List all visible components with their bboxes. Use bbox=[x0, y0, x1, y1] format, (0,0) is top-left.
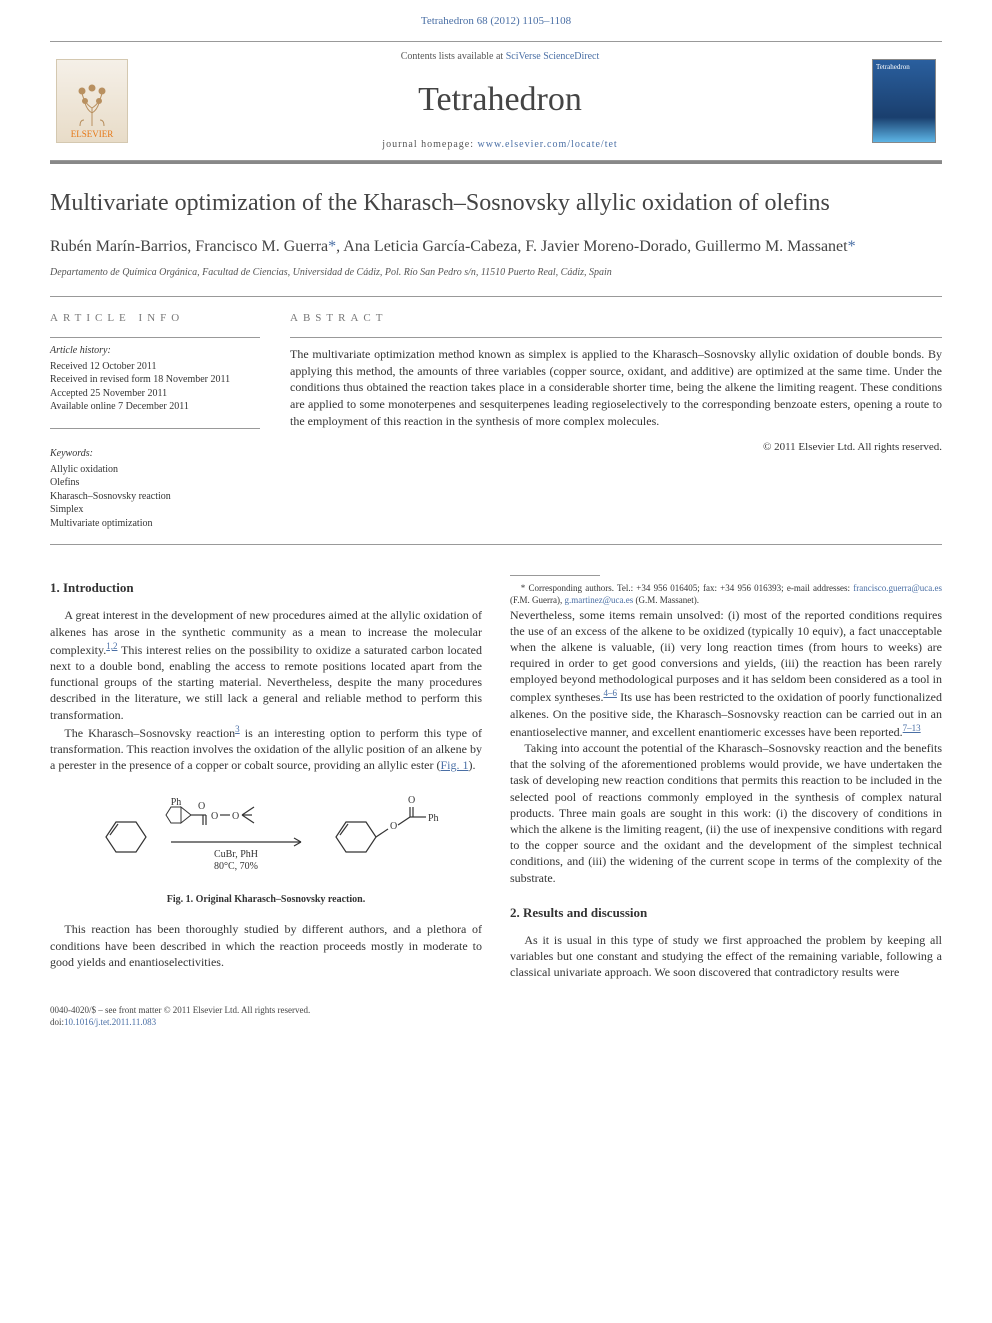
info-abstract-row: ARTICLE INFO Article history: Received 1… bbox=[50, 311, 942, 530]
publisher-logo: ELSEVIER bbox=[56, 59, 128, 143]
homepage-prefix: journal homepage: bbox=[382, 139, 477, 150]
history-online: Available online 7 December 2011 bbox=[50, 400, 260, 414]
history-label: Article history: bbox=[50, 344, 260, 358]
article-content: Multivariate optimization of the Kharasc… bbox=[0, 188, 992, 985]
email-guerra[interactable]: francisco.guerra@uca.es bbox=[853, 583, 942, 593]
doi-label: doi: bbox=[50, 1017, 64, 1027]
section-1-heading: 1. Introduction bbox=[50, 579, 482, 597]
homepage-link[interactable]: www.elsevier.com/locate/tet bbox=[478, 139, 618, 150]
p2a: The Kharasch–Sosnovsky reaction bbox=[64, 726, 235, 740]
header-center: Contents lists available at SciVerse Sci… bbox=[128, 50, 872, 152]
header-divider bbox=[50, 161, 942, 164]
svg-text:O: O bbox=[408, 795, 415, 806]
svg-text:O: O bbox=[211, 811, 218, 822]
svg-text:Ph: Ph bbox=[171, 797, 182, 808]
keyword-3: Kharasch–Sosnovsky reaction bbox=[50, 490, 260, 504]
abstract-column: ABSTRACT The multivariate optimization m… bbox=[290, 311, 942, 530]
svg-text:O: O bbox=[232, 811, 239, 822]
history-revised: Received in revised form 18 November 201… bbox=[50, 373, 260, 387]
footnote-separator bbox=[510, 575, 600, 576]
body-columns: 1. Introduction A great interest in the … bbox=[50, 575, 942, 985]
footnote-text2: (F.M. Guerra), bbox=[510, 595, 565, 605]
svg-text:Ph: Ph bbox=[428, 813, 439, 824]
journal-cover-thumb: Tetrahedron bbox=[872, 59, 936, 143]
elsevier-tree-icon bbox=[72, 78, 112, 128]
article-title: Multivariate optimization of the Kharasc… bbox=[50, 188, 942, 218]
contents-available-line: Contents lists available at SciVerse Sci… bbox=[128, 50, 872, 64]
fig1-link[interactable]: Fig. 1 bbox=[441, 758, 469, 772]
info-sub-divider bbox=[50, 337, 260, 338]
reagent-line-2: 80°C, 70% bbox=[214, 861, 258, 872]
corr-marker-1: * bbox=[328, 238, 336, 255]
history-received: Received 12 October 2011 bbox=[50, 360, 260, 374]
abstract-copyright: © 2011 Elsevier Ltd. All rights reserved… bbox=[290, 440, 942, 455]
abstract-divider bbox=[290, 337, 942, 338]
journal-name: Tetrahedron bbox=[128, 76, 872, 124]
col2-para-1: Nevertheless, some items remain unsolved… bbox=[510, 607, 942, 741]
keywords-divider bbox=[50, 428, 260, 429]
citation-7-13[interactable]: 7–13 bbox=[903, 723, 921, 733]
p1b: This interest relies on the possibility … bbox=[50, 643, 482, 722]
contents-prefix: Contents lists available at bbox=[401, 51, 506, 62]
keyword-5: Multivariate optimization bbox=[50, 517, 260, 531]
abstract-text: The multivariate optimization method kno… bbox=[290, 346, 942, 430]
keywords-label: Keywords: bbox=[50, 447, 260, 461]
email-massanet[interactable]: g.martinez@uca.es bbox=[565, 595, 634, 605]
doi-link[interactable]: 10.1016/j.tet.2011.11.083 bbox=[64, 1017, 156, 1027]
keyword-2: Olefins bbox=[50, 476, 260, 490]
reagent-line-1: CuBr, PhH bbox=[214, 849, 258, 860]
footnote-text3: (G.M. Massanet). bbox=[633, 595, 699, 605]
affiliation: Departamento de Química Orgánica, Facult… bbox=[50, 266, 942, 280]
abstract-heading: ABSTRACT bbox=[290, 311, 942, 326]
publisher-name: ELSEVIER bbox=[71, 128, 114, 141]
journal-reference: Tetrahedron 68 (2012) 1105–1108 bbox=[0, 0, 992, 37]
article-info-heading: ARTICLE INFO bbox=[50, 311, 260, 326]
authors-part1: Rubén Marín-Barrios, Francisco M. Guerra bbox=[50, 238, 328, 255]
intro-para-1: A great interest in the development of n… bbox=[50, 607, 482, 722]
footer-doi: doi:10.1016/j.tet.2011.11.083 bbox=[50, 1017, 942, 1029]
svg-text:O: O bbox=[198, 801, 205, 812]
article-info-column: ARTICLE INFO Article history: Received 1… bbox=[50, 311, 260, 530]
reaction-scheme-svg: Ph O O O bbox=[76, 787, 456, 887]
page-footer: 0040-4020/$ – see front matter © 2011 El… bbox=[50, 1005, 942, 1028]
keyword-1: Allylic oxidation bbox=[50, 463, 260, 477]
section-2-heading: 2. Results and discussion bbox=[510, 904, 942, 922]
sec2-para-1: As it is usual in this type of study we … bbox=[510, 932, 942, 981]
p2c: ). bbox=[469, 758, 476, 772]
sciencedirect-link[interactable]: SciVerse ScienceDirect bbox=[506, 51, 600, 62]
col2-para-2: Taking into account the potential of the… bbox=[510, 740, 942, 886]
authors: Rubén Marín-Barrios, Francisco M. Guerra… bbox=[50, 236, 942, 258]
journal-header: ELSEVIER Contents lists available at Sci… bbox=[50, 41, 942, 161]
svg-text:O: O bbox=[390, 821, 397, 832]
authors-part2: , Ana Leticia García-Cabeza, F. Javier M… bbox=[336, 238, 847, 255]
citation-1-2[interactable]: 1,2 bbox=[106, 641, 117, 651]
footnote-text1: Corresponding authors. Tel.: +34 956 016… bbox=[525, 583, 853, 593]
info-divider-top bbox=[50, 296, 942, 297]
fig1-caption: Fig. 1. Original Kharasch–Sosnovsky reac… bbox=[50, 893, 482, 907]
cover-label: Tetrahedron bbox=[876, 63, 910, 71]
corr-marker-2: * bbox=[848, 238, 856, 255]
history-accepted: Accepted 25 November 2011 bbox=[50, 387, 260, 401]
intro-para-3: This reaction has been thoroughly studie… bbox=[50, 921, 482, 970]
keyword-4: Simplex bbox=[50, 503, 260, 517]
intro-para-2: The Kharasch–Sosnovsky reaction3 is an i… bbox=[50, 723, 482, 774]
homepage-line: journal homepage: www.elsevier.com/locat… bbox=[128, 138, 872, 152]
footer-copyright: 0040-4020/$ – see front matter © 2011 El… bbox=[50, 1005, 942, 1017]
figure-1: Ph O O O bbox=[50, 787, 482, 907]
info-divider-bottom bbox=[50, 544, 942, 545]
citation-4-6[interactable]: 4–6 bbox=[603, 688, 617, 698]
corresponding-footnote: * Corresponding authors. Tel.: +34 956 0… bbox=[510, 582, 942, 606]
